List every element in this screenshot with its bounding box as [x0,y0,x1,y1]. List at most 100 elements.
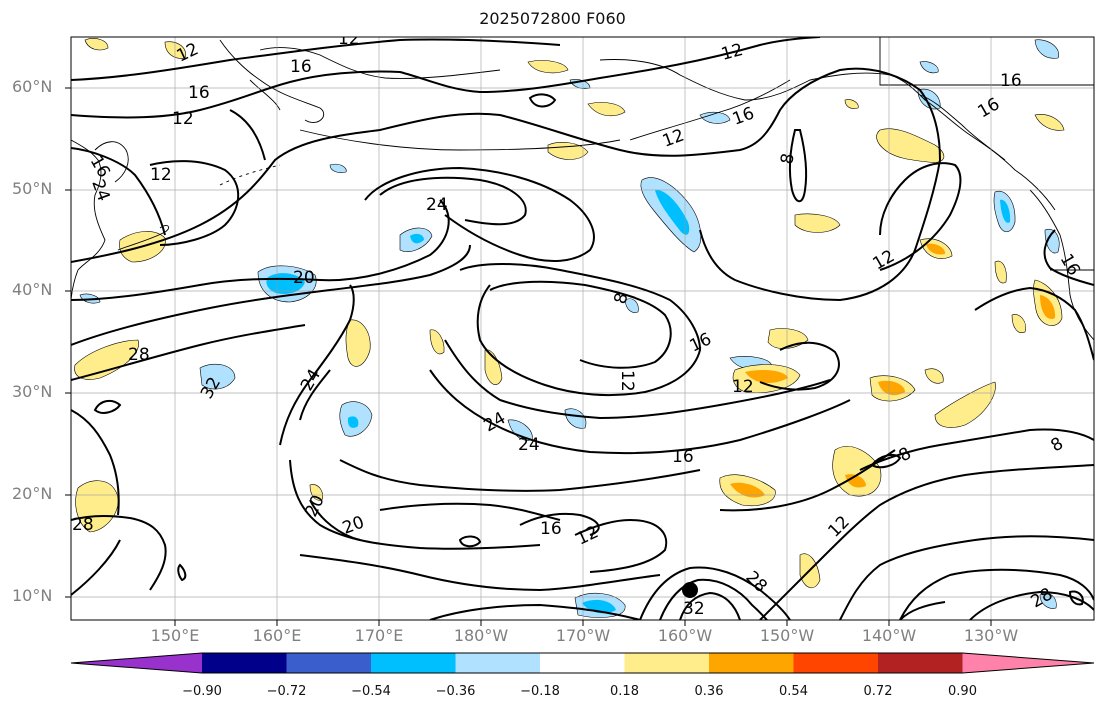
contour-label: 12 [617,370,637,392]
contour-label: 28 [128,345,150,365]
contour-line [528,93,557,108]
colorbar-tick-label: −0.18 [520,684,560,699]
contour-line [444,339,831,420]
contour-line [458,535,482,548]
yellow-patch [587,102,626,117]
contour-line [309,499,361,541]
contour-line [429,369,851,455]
colorbar-segment [793,653,878,673]
contour-label: 12 [150,165,172,185]
contour-line [899,568,1094,620]
blue-patch [199,363,236,390]
contour-lines [71,37,1094,620]
colorbar-tick-label: −0.36 [435,684,476,699]
contour-label: 24 [518,435,540,455]
axis-ticks [65,87,992,626]
yellow-patch [345,319,371,367]
contour-line [574,518,668,573]
yellow-patch [84,38,109,51]
colorbar-tick-label: 0.18 [610,684,639,699]
lon-label: 130°W [963,626,1019,645]
russia-coast [259,47,501,79]
lon-label: 160°E [252,626,302,645]
contour-line [639,566,791,620]
aleutian-dots [219,164,281,186]
alaska-coast [629,79,791,141]
lat-label: 50°N [12,179,53,198]
yellow-patch [878,380,905,396]
contour-line [71,147,166,236]
blue-patch [410,233,424,244]
lon-label: 140°W [861,626,917,645]
contour-label: 32 [683,599,705,619]
colorbar-segment [71,653,202,673]
contour-line [879,162,962,271]
colorbar-segment [624,653,709,673]
na-coast [1029,189,1094,341]
lon-label: 150°E [150,626,200,645]
contour-line [379,176,527,226]
contour-line [379,502,561,521]
yellow-patch [1040,295,1056,320]
lat-label: 40°N [12,280,53,299]
yellow-patch [926,243,946,255]
contour-line [299,369,331,421]
contour-line [759,341,840,391]
contour-line [1043,229,1094,286]
contour-label: 16 [672,447,694,467]
yellow-patch [876,128,945,163]
blue-patch [699,111,731,124]
contour-line [299,554,661,592]
blue-patch [347,416,359,428]
contour-line [71,244,471,346]
contour-line [659,578,768,620]
contour-line [759,464,1094,620]
colorbar-tick-label: 0.36 [694,684,724,699]
colorbar-segment [371,653,456,673]
colorbar-tick-label: 0.72 [863,684,893,699]
colorbar-segment [878,653,963,673]
map-plot-area: 12 12 16 16 12 12 16 24 16 12 24 20 28 3… [71,37,1094,620]
contour-line [71,409,120,516]
yellow-patch [832,446,882,497]
contour-line [839,535,1094,620]
contour-label: 20 [293,268,315,288]
blue-patch [919,61,939,74]
contour-line [719,449,896,512]
contour-line [974,286,1094,361]
yellow-patch [1011,314,1026,333]
contour-line [679,591,741,620]
contour-line [279,284,355,446]
lon-label: 170°E [354,626,404,645]
contour-line [149,160,240,246]
contour-label: 28 [72,515,94,535]
asia-coast [71,139,106,301]
contour-line [177,563,187,582]
yellow-patch [924,368,944,384]
contour-label: 12 [732,377,754,397]
colorbar-tick-label: 0.90 [948,684,977,699]
contour-line [788,129,808,203]
colorbar-tick-label: −0.54 [351,684,391,699]
colorbar-segment [962,653,1094,673]
yellow-patch [1034,114,1065,131]
contour-line [364,166,595,262]
yellow-patch [547,142,589,160]
colorbar-segment [709,653,794,673]
contour-line [71,38,561,81]
yellow-patch [934,381,996,428]
blue-patch [1034,39,1059,59]
contour-line [93,399,122,414]
border-line [879,37,1094,86]
lon-label: 180°W [453,626,509,645]
contour-label: 12 [172,109,194,129]
yellow-patch [745,370,788,383]
colorbar-tick-label: −0.72 [266,684,307,699]
lon-label: 160°W [657,626,713,645]
yellow-patch [429,329,445,355]
lat-label: 10°N [12,586,53,605]
contour-line [289,459,541,550]
colorbar-segment [540,653,625,673]
lon-label: 170°W [555,626,611,645]
lat-label: 30°N [12,382,53,401]
